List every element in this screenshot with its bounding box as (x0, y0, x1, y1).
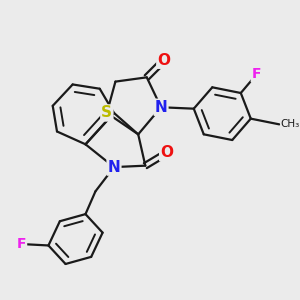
Text: O: O (160, 145, 173, 160)
Text: F: F (16, 237, 26, 251)
Text: O: O (158, 53, 170, 68)
Text: N: N (154, 100, 167, 115)
Text: N: N (108, 160, 120, 175)
Text: CH₃: CH₃ (281, 119, 300, 129)
Text: F: F (252, 68, 261, 82)
Text: S: S (101, 106, 112, 121)
